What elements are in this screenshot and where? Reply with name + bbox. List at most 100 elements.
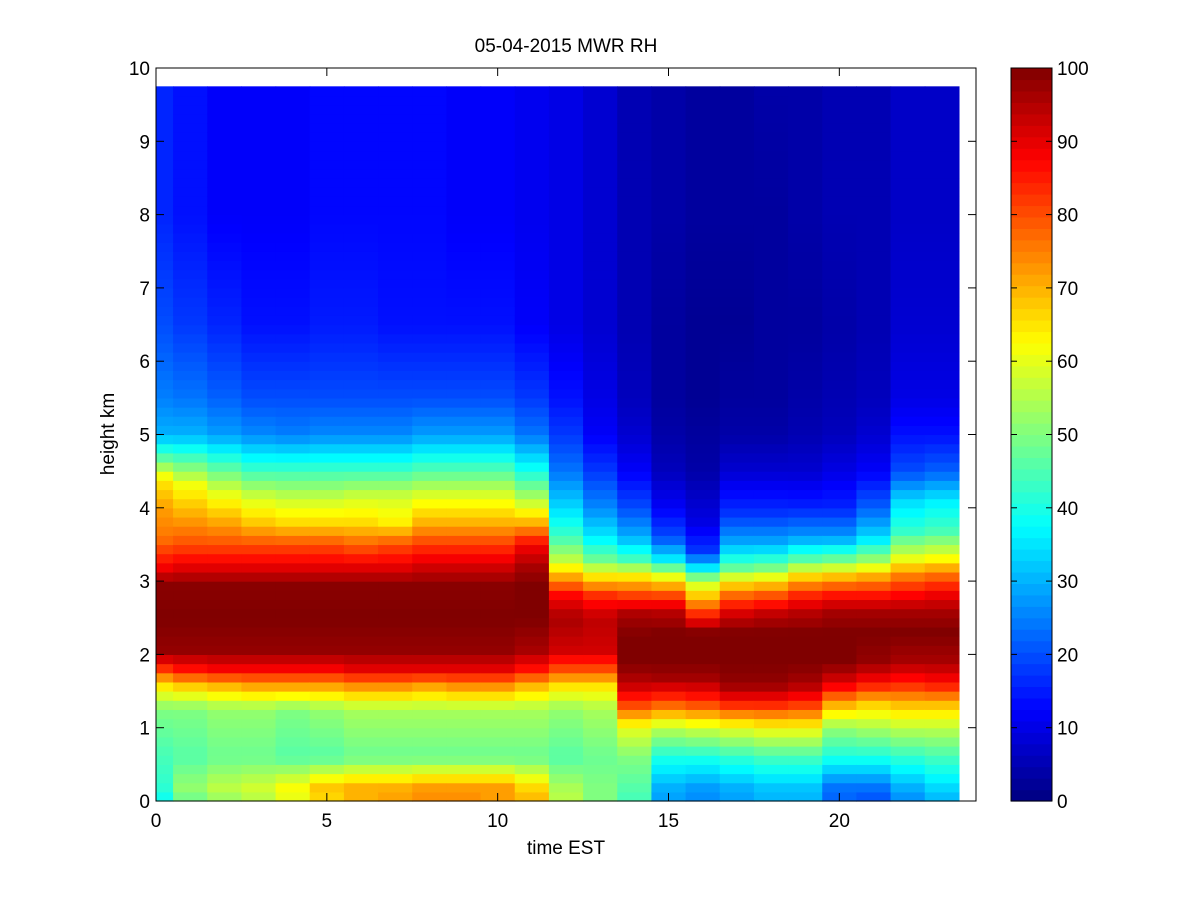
x-axis-ticks: 0 5 10 15 20 <box>151 68 850 832</box>
heatmap-cell <box>651 654 687 665</box>
heatmap-cell <box>548 608 584 619</box>
heatmap-cell <box>788 342 823 353</box>
heatmap-cell <box>275 407 311 417</box>
heatmap-cell <box>651 773 687 784</box>
heatmap-cell <box>446 471 482 481</box>
heatmap-cell <box>924 150 960 161</box>
heatmap-cell <box>685 251 721 262</box>
heatmap-cell <box>890 177 926 188</box>
heatmap-cell <box>241 718 277 729</box>
heatmap-cell <box>343 223 379 234</box>
heatmap-cell <box>924 691 960 701</box>
heatmap-cell <box>719 141 755 152</box>
heatmap-cell <box>822 461 858 472</box>
heatmap-cell <box>685 489 721 500</box>
heatmap-cell <box>719 434 755 445</box>
heatmap-cell <box>685 196 721 207</box>
heatmap-cell <box>651 489 687 500</box>
heatmap-cell <box>343 773 379 784</box>
heatmap-cell <box>822 553 858 564</box>
heatmap-cell <box>173 132 208 142</box>
heatmap-cell <box>378 251 413 262</box>
heatmap-cell <box>207 232 243 243</box>
heatmap-cell <box>753 489 789 500</box>
heatmap-cell <box>583 471 618 481</box>
heatmap-cell <box>378 159 413 170</box>
heatmap-cell <box>241 691 277 701</box>
colorbar-segment <box>1011 503 1052 516</box>
heatmap-cell <box>753 544 789 555</box>
heatmap-cell <box>651 581 687 591</box>
heatmap-cell <box>617 95 653 106</box>
heatmap-cell <box>241 599 277 610</box>
colorbar-segment <box>1011 228 1052 241</box>
heatmap-cell <box>788 223 823 234</box>
heatmap-cell <box>514 764 550 775</box>
heatmap-cell <box>548 122 584 133</box>
heatmap-cell <box>446 663 482 674</box>
heatmap-cell <box>753 407 789 417</box>
heatmap-cell <box>924 764 960 775</box>
heatmap-cell <box>173 159 208 170</box>
heatmap-cell <box>685 654 721 665</box>
colorbar-segment <box>1011 102 1052 115</box>
heatmap-cell <box>788 636 823 646</box>
heatmap-cell <box>719 306 755 316</box>
heatmap-cell <box>446 379 482 390</box>
heatmap-cell <box>309 205 345 216</box>
heatmap-cell <box>378 571 413 582</box>
heatmap-cell <box>309 516 345 527</box>
heatmap-cell <box>412 663 448 674</box>
heatmap-cell <box>156 736 174 747</box>
heatmap-cell <box>788 535 823 546</box>
heatmap-cell <box>480 461 516 472</box>
heatmap-cell <box>514 416 550 426</box>
colorbar-segment <box>1011 171 1052 184</box>
colorbar-tick-label: 90 <box>1057 132 1078 153</box>
heatmap-cell <box>514 342 550 353</box>
heatmap-cell <box>309 736 345 747</box>
heatmap-cell <box>412 746 448 756</box>
heatmap-cell <box>583 388 618 399</box>
heatmap-cell <box>583 196 618 207</box>
heatmap-cell <box>788 361 823 371</box>
heatmap-cell <box>856 342 892 353</box>
heatmap-cell <box>583 177 618 188</box>
heatmap-cell <box>480 516 516 527</box>
heatmap-cell <box>446 370 482 381</box>
colorbar-segment <box>1011 125 1052 138</box>
heatmap-cell <box>822 755 858 765</box>
heatmap-cell <box>753 315 789 326</box>
heatmap-cell <box>156 159 174 170</box>
heatmap-cell <box>617 361 653 371</box>
heatmap-cell <box>548 434 584 445</box>
heatmap-cell <box>856 443 892 454</box>
y-tick-label: 3 <box>139 572 150 593</box>
heatmap-cell <box>685 471 721 481</box>
heatmap-cell <box>856 177 892 188</box>
heatmap-cell <box>719 397 755 408</box>
heatmap-cell <box>446 700 482 710</box>
heatmap-cell <box>548 205 584 216</box>
heatmap-cell <box>617 150 653 161</box>
heatmap-cell <box>822 526 858 536</box>
heatmap-cell <box>856 388 892 399</box>
heatmap-cell <box>685 608 721 619</box>
heatmap-cell <box>343 425 379 436</box>
heatmap-cell <box>343 104 379 115</box>
heatmap-cell <box>446 269 482 280</box>
heatmap-cell <box>514 287 550 298</box>
heatmap-cell <box>156 791 174 802</box>
heatmap-cell <box>583 223 618 234</box>
heatmap-cell <box>617 113 653 124</box>
heatmap-cell <box>514 397 550 408</box>
heatmap-cell <box>156 122 174 133</box>
heatmap-cell <box>890 617 926 628</box>
heatmap-cell <box>156 168 174 179</box>
heatmap-cell <box>890 113 926 124</box>
heatmap-cell <box>207 691 243 701</box>
heatmap-cell <box>788 177 823 188</box>
colorbar-segment <box>1011 90 1052 103</box>
heatmap-cell <box>651 672 687 683</box>
heatmap-cell <box>822 571 858 582</box>
